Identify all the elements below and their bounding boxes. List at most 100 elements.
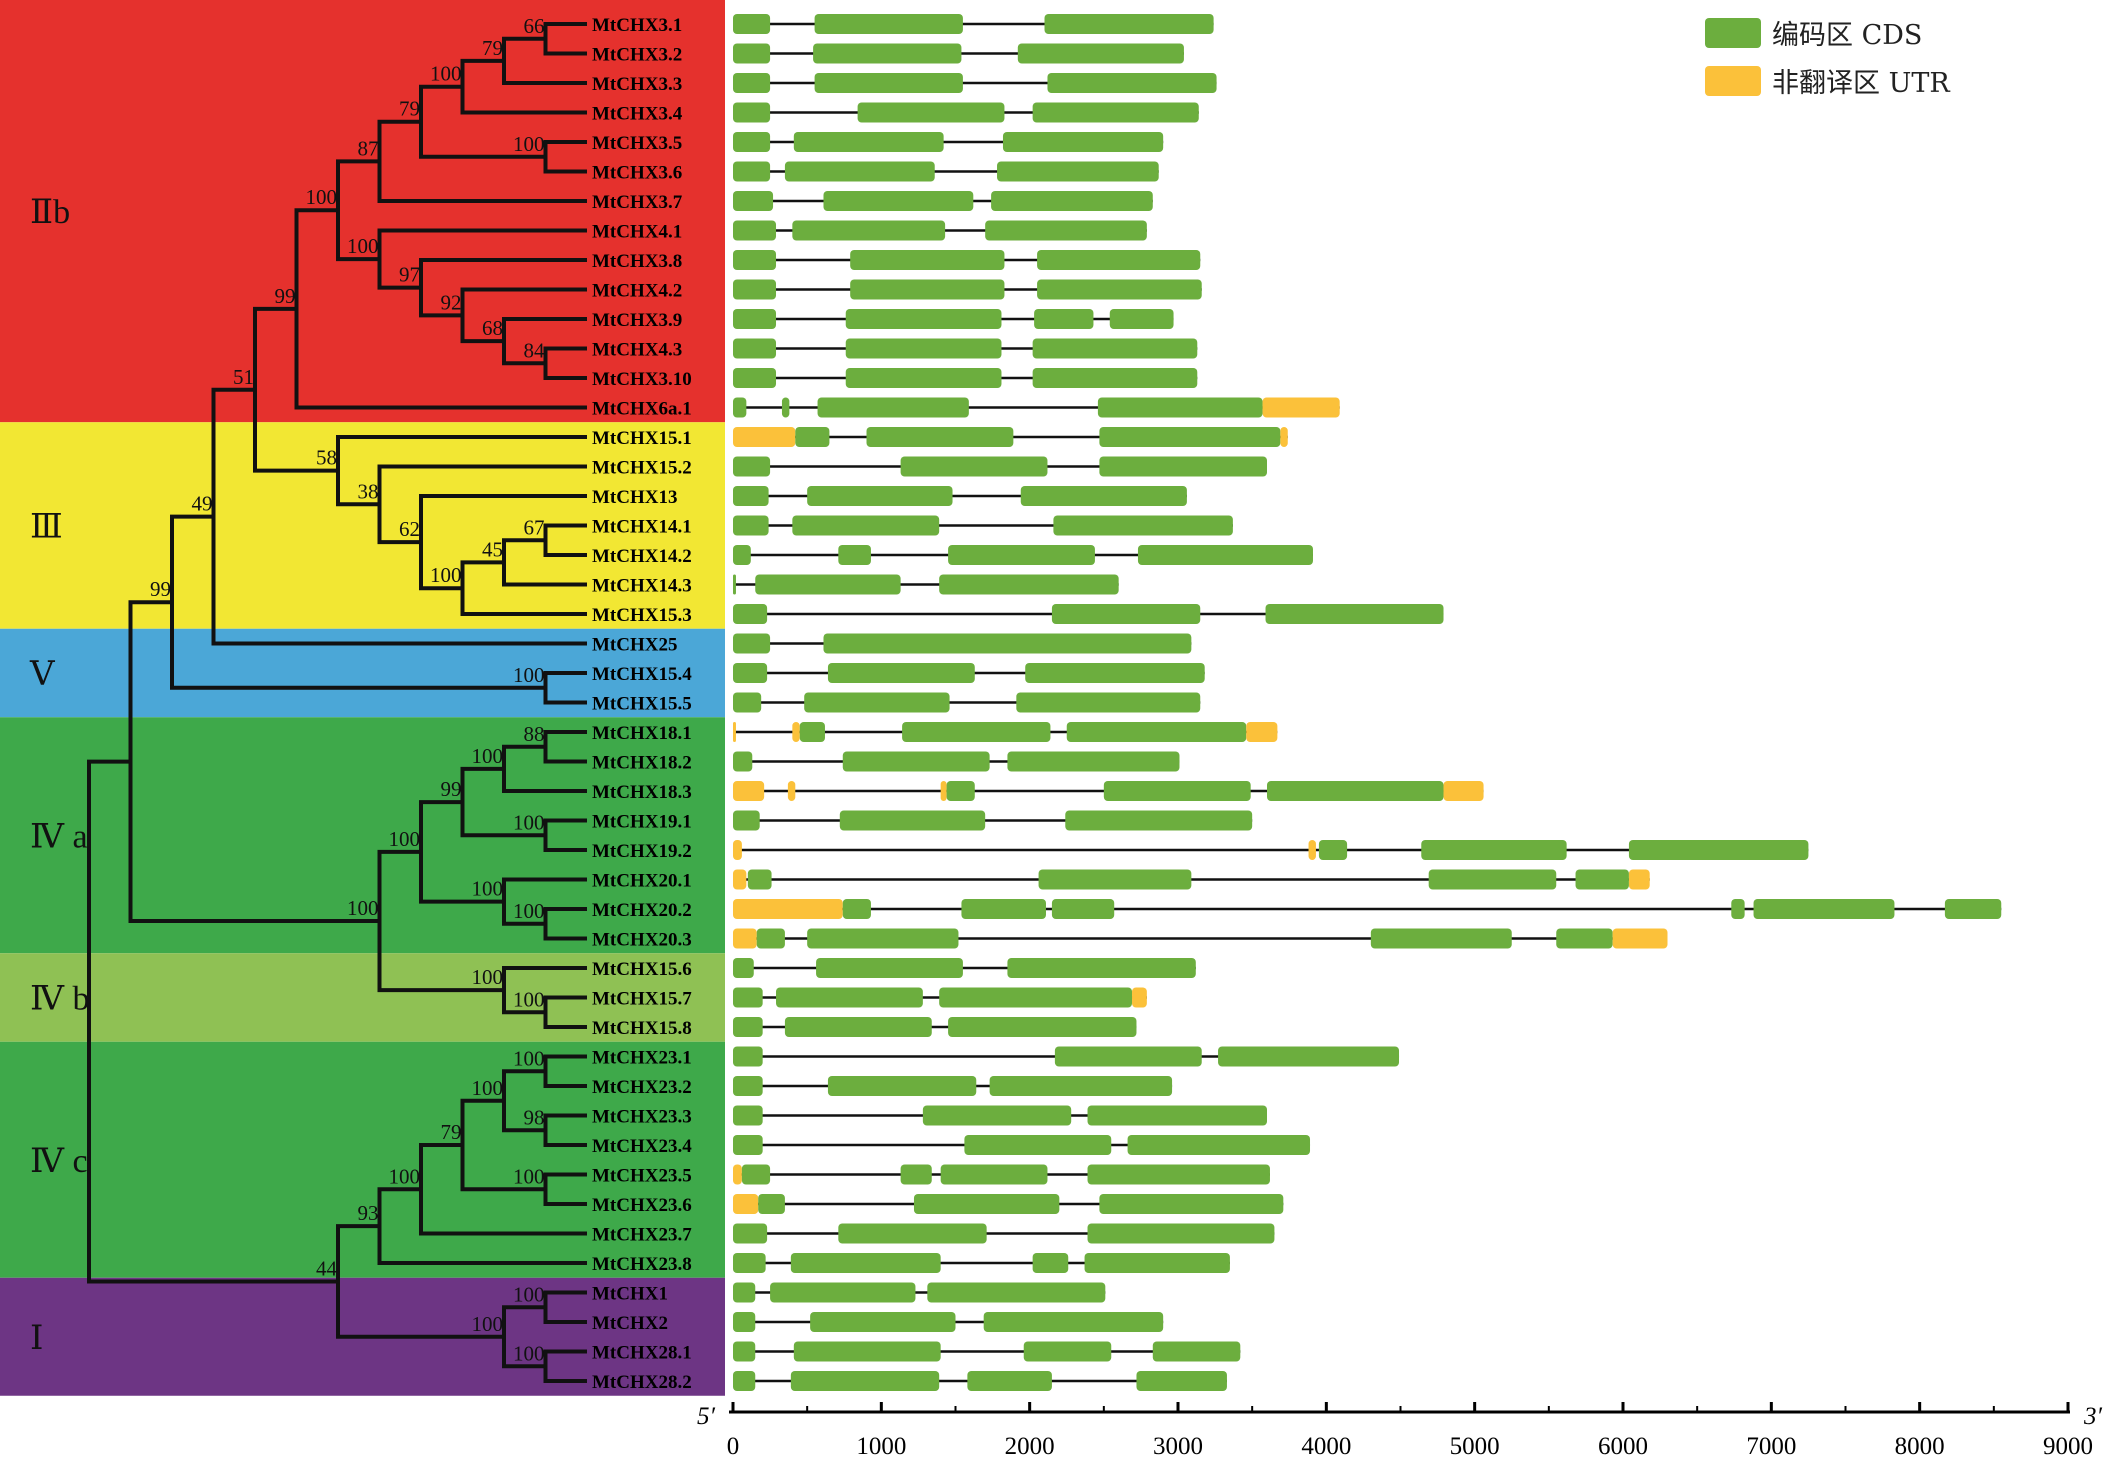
clade-label: Ⅴ — [29, 656, 56, 693]
gene-label: MtCHX15.3 — [592, 605, 692, 626]
bootstrap-value: 67 — [524, 515, 545, 539]
cds-exon — [902, 722, 1051, 742]
utr-segment — [733, 427, 796, 447]
cds-exon — [804, 692, 950, 713]
cds-exon — [866, 427, 1014, 447]
gene-structure-row — [733, 722, 1278, 742]
gene-label: MtCHX23.7 — [592, 1225, 692, 1246]
gene-label: MtCHX3.7 — [592, 192, 683, 213]
cds-exon — [1051, 899, 1115, 919]
cds-exon — [939, 987, 1133, 1008]
cds-exon — [756, 928, 785, 949]
cds-exon — [1025, 663, 1205, 683]
cds-exon — [1084, 1253, 1230, 1273]
cds-exon — [1065, 810, 1253, 831]
cds-exon — [1016, 692, 1201, 713]
cds-exon — [733, 1341, 756, 1362]
gene-label: MtCHX23.8 — [592, 1254, 692, 1275]
cds-exon — [842, 899, 871, 919]
gene-structure-row — [733, 427, 1288, 447]
length-axis: 0 1000 2000 3000 4000 5000 6000 7000 8000 9000 5′ 3… — [697, 1402, 2103, 1460]
cds-exon — [733, 1105, 763, 1126]
cds-exon — [900, 456, 1048, 477]
bootstrap-value: 100 — [389, 827, 421, 851]
gene-structure-row — [733, 899, 2002, 919]
bootstrap-value: 100 — [430, 62, 462, 86]
utr-segment — [1246, 722, 1278, 742]
utr-segment — [733, 1194, 759, 1214]
cds-exon — [1032, 368, 1198, 388]
cds-exon — [733, 132, 771, 152]
cds-exon — [827, 663, 975, 683]
cds-exon — [1037, 279, 1202, 300]
bootstrap-value: 97 — [399, 263, 420, 287]
gene-label: MtCHX3.6 — [592, 163, 682, 184]
cds-exon — [1017, 43, 1184, 64]
gene-structure-row — [733, 1282, 1106, 1303]
bootstrap-value: 84 — [524, 338, 546, 362]
gene-label: MtCHX23.3 — [592, 1107, 692, 1128]
cds-exon — [1753, 899, 1895, 919]
cds-exon — [814, 73, 963, 93]
cds-exon — [1136, 1371, 1227, 1391]
gene-label: MtCHX25 — [592, 635, 677, 656]
cds-exon — [1099, 427, 1281, 447]
bootstrap-value: 100 — [513, 1046, 545, 1070]
bootstrap-value: 100 — [513, 663, 545, 687]
legend-cds-swatch — [1705, 18, 1761, 48]
gene-structure-row — [733, 1135, 1311, 1155]
cds-exon — [792, 220, 946, 241]
cds-exon — [964, 1135, 1112, 1155]
bootstrap-value: 100 — [513, 1164, 545, 1188]
bootstrap-value: 100 — [472, 965, 504, 989]
cds-exon — [792, 515, 940, 536]
bootstrap-value: 79 — [399, 97, 420, 121]
cds-exon — [1066, 722, 1247, 742]
cds-exon — [733, 102, 771, 123]
axis-tick-label: 8000 — [1895, 1433, 1945, 1460]
cds-exon — [733, 486, 769, 506]
bootstrap-value: 100 — [513, 810, 545, 834]
cds-exon — [1944, 899, 2002, 919]
cds-exon — [733, 604, 768, 624]
cds-exon — [1007, 958, 1196, 978]
cds-exon — [1054, 1046, 1202, 1067]
bootstrap-value: 100 — [306, 185, 338, 209]
cds-exon — [1047, 73, 1217, 93]
gene-label: MtCHX3.1 — [592, 15, 682, 36]
cds-exon — [1137, 545, 1313, 565]
gene-structure-row — [733, 1046, 1400, 1067]
cds-exon — [733, 810, 760, 831]
cds-exon — [733, 14, 771, 34]
cds-exon — [1002, 132, 1164, 152]
cds-exon — [857, 102, 1005, 123]
gene-structure-row — [733, 1164, 1270, 1185]
cds-exon — [733, 1017, 763, 1037]
cds-exon — [1099, 1194, 1284, 1214]
cds-exon — [1218, 1046, 1400, 1067]
cds-exon — [983, 1312, 1164, 1332]
gene-label: MtCHX4.2 — [592, 281, 682, 302]
five-prime-label: 5′ — [697, 1403, 716, 1430]
cds-exon — [807, 486, 953, 506]
cds-exon — [1044, 14, 1214, 34]
gene-structure-row — [733, 515, 1233, 536]
gene-label: MtCHX6a.1 — [592, 399, 692, 420]
cds-exon — [1023, 1341, 1112, 1362]
cds-exon — [733, 220, 777, 241]
bootstrap-value: 62 — [399, 517, 420, 541]
cds-exon — [1103, 781, 1251, 801]
cds-exon — [733, 368, 777, 388]
cds-exon — [814, 14, 963, 34]
gene-structure-row — [733, 220, 1147, 241]
gene-label: MtCHX3.3 — [592, 74, 682, 95]
gene-structure-row — [733, 456, 1267, 477]
gene-label: MtCHX28.1 — [592, 1343, 692, 1364]
bootstrap-value: 92 — [441, 290, 462, 314]
cds-exon — [948, 1017, 1137, 1037]
cds-exon — [733, 456, 771, 477]
cds-exon — [816, 958, 963, 978]
cds-exon — [807, 928, 959, 949]
cds-exon — [838, 545, 871, 565]
cds-exon — [755, 574, 901, 595]
